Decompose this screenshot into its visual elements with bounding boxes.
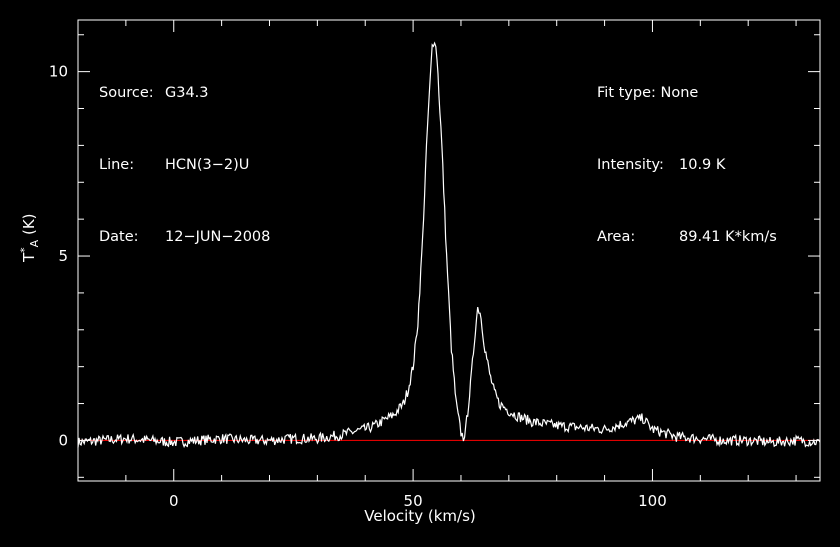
date-row: Date: 12−JUN−2008 — [99, 225, 270, 249]
header-info-left: Source: G34.3 Line: HCN(3−2)U Date: 12−JUN−… — [99, 33, 270, 273]
y-tick-label-5: 5 — [58, 247, 68, 265]
area-label: Area: — [597, 229, 636, 245]
x-tick-label-0: 0 — [169, 492, 179, 510]
intensity-value: 10.9 K — [679, 157, 726, 173]
fit-value: None — [660, 85, 699, 101]
fit-row: Fit type: None — [597, 81, 777, 105]
date-value: 12−JUN−2008 — [165, 229, 271, 245]
line-value: HCN(3−2)U — [165, 157, 250, 173]
source-label: Source: — [99, 85, 154, 101]
x-tick-label-100: 100 — [638, 492, 667, 510]
y-ticks: 0 5 10 — [49, 34, 820, 478]
y-axis-label-main: T — [20, 252, 38, 262]
line-label: Line: — [99, 157, 135, 173]
intensity-row: Intensity: 10.9 K — [597, 153, 777, 177]
source-value: G34.3 — [165, 85, 209, 101]
fit-label: Fit type: — [597, 85, 656, 101]
x-axis-label: Velocity (km/s) — [364, 507, 476, 525]
x-ticks: 0 50 100 — [125, 20, 797, 510]
y-tick-label-0: 0 — [58, 431, 68, 449]
source-row: Source: G34.3 — [99, 81, 270, 105]
y-axis-label-unit: (K) — [20, 213, 38, 236]
y-axis-label-sub: A — [28, 239, 41, 248]
y-axis-label: T*A (K) — [18, 213, 41, 262]
area-value: 89.41 K*km/s — [679, 229, 777, 245]
plot-frame — [77, 19, 821, 482]
date-label: Date: — [99, 229, 139, 245]
y-tick-label-10: 10 — [49, 63, 68, 81]
intensity-label: Intensity: — [597, 157, 664, 173]
area-row: Area: 89.41 K*km/s — [597, 225, 777, 249]
line-row: Line: HCN(3−2)U — [99, 153, 270, 177]
y-axis-label-sup: * — [18, 247, 31, 253]
header-info-right: Fit type: None Intensity: 10.9 K Area: 89.… — [597, 33, 777, 273]
x-tick-label-50: 50 — [404, 492, 423, 510]
spectrum-line — [77, 41, 821, 449]
